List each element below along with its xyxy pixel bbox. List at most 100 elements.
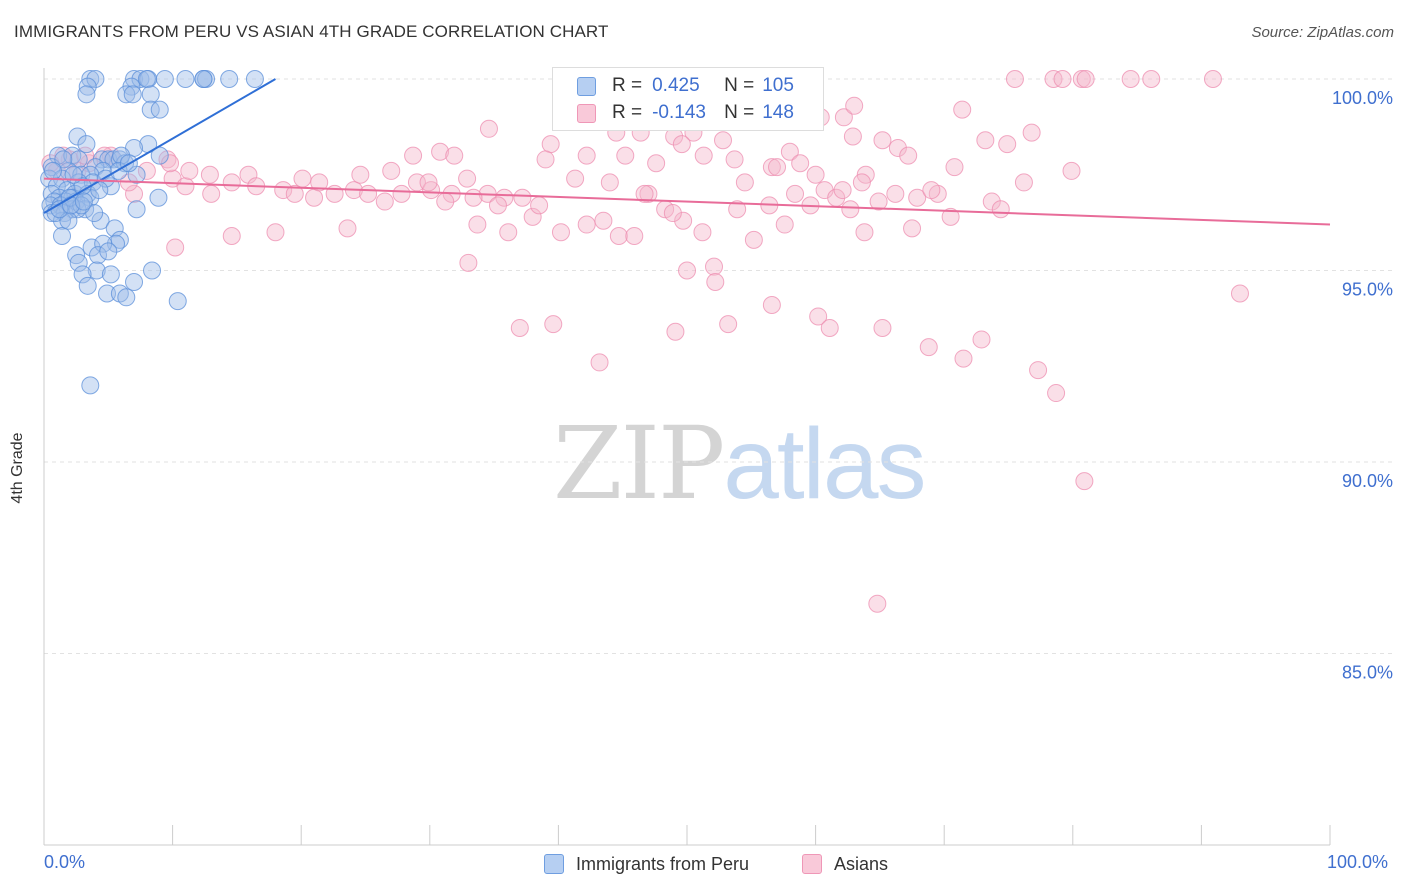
y-tick-label: 90.0% [1342, 471, 1393, 491]
asians-point [536, 150, 555, 169]
peru-point [53, 211, 72, 230]
peru-point [141, 85, 160, 104]
legend-item-peru: Immigrants from Peru [544, 852, 749, 876]
peru-point [137, 70, 156, 88]
asians-point [1072, 70, 1091, 88]
asians-point [982, 192, 1001, 211]
asians-point [351, 165, 370, 184]
asians-point [841, 200, 860, 219]
asians-point [285, 184, 304, 203]
asians-point [735, 173, 754, 192]
legend-label-asians: Asians [834, 853, 889, 874]
asians-point [1047, 384, 1066, 403]
peru-point [86, 70, 105, 88]
asians-point [869, 192, 888, 211]
legend-n-value: 148 [762, 102, 794, 123]
asians-point [1076, 70, 1095, 88]
legend-item-asians: Asians [802, 852, 888, 876]
x-tick-label-max: 100.0% [1327, 852, 1389, 872]
asians-point [404, 146, 423, 165]
peru-point [73, 265, 92, 284]
asians-point [833, 181, 852, 200]
asians-point [459, 253, 478, 272]
asians-point [600, 173, 619, 192]
asians-point [953, 100, 972, 119]
peru-trend-line [43, 78, 276, 214]
asians-point [972, 330, 991, 349]
asians-point [392, 184, 411, 203]
asians-point [775, 215, 794, 234]
asians-point [693, 223, 712, 242]
y-tick-label: 85.0% [1342, 663, 1393, 683]
asians-point [666, 322, 685, 341]
correlation-legend: R = 0.425 N = 105 R = -0.143 N = 148 [552, 67, 824, 131]
asians-point [1075, 472, 1094, 491]
asians-point [768, 158, 787, 177]
asians-point [544, 315, 563, 334]
legend-r-label: R = [612, 102, 643, 123]
asians-point [1142, 70, 1161, 88]
legend-r-value: 0.425 [652, 75, 700, 96]
asians-point [903, 219, 922, 238]
asians-point [855, 223, 874, 242]
asians-point [310, 173, 329, 192]
asians-point [523, 207, 542, 226]
asians-point [1014, 173, 1033, 192]
asians-point [594, 211, 613, 230]
asians-point [674, 211, 693, 230]
asians-point [694, 146, 713, 165]
legend-swatch-asians [577, 103, 596, 123]
peru-point [220, 70, 239, 88]
asians-point [780, 142, 799, 161]
asians-point [180, 161, 199, 180]
asians-point [541, 135, 560, 154]
asians-point [200, 165, 219, 184]
asians-point [577, 146, 596, 165]
asians-point [791, 154, 810, 173]
peru-point [89, 246, 108, 265]
peru-point [69, 253, 88, 272]
legend-n-label: N = [724, 102, 755, 123]
asians-point [530, 196, 549, 215]
asians-point [419, 173, 438, 192]
peru-point [123, 85, 142, 104]
asians-point [1230, 284, 1249, 303]
asians-point [445, 146, 464, 165]
asians-point [166, 238, 185, 257]
asians-point [577, 215, 596, 234]
peru-point [117, 85, 136, 104]
watermark-atlas: atlas [723, 408, 926, 520]
asians-point [1062, 161, 1081, 180]
y-tick-label: 95.0% [1342, 280, 1393, 300]
asians-point [488, 196, 507, 215]
asians-point [678, 261, 696, 280]
y-axis-label: 4th Grade [9, 432, 26, 504]
asians-point [945, 158, 964, 177]
asians-point [499, 223, 518, 242]
asians-point [1044, 70, 1063, 88]
x-tick-label-min: 0.0% [44, 852, 86, 872]
asians-point [762, 158, 781, 177]
peru-point [68, 127, 87, 146]
peru-point [105, 219, 124, 238]
asians-point [551, 223, 570, 242]
asians-point [464, 188, 483, 207]
asians-point [125, 184, 144, 203]
legend-row-asians: R = -0.143 N = 148 [577, 101, 794, 125]
asians-point [222, 173, 241, 192]
peru-point [53, 227, 72, 246]
asians-point [706, 272, 725, 291]
legend-r-label: R = [612, 75, 643, 96]
asians-point [991, 200, 1010, 219]
asians-point [305, 188, 324, 207]
asians-point [728, 200, 747, 219]
asians-point [868, 594, 887, 613]
asians-point [609, 227, 628, 246]
peru-point [77, 85, 96, 104]
peru-point [117, 288, 136, 307]
asians-point [873, 318, 892, 337]
watermark: ZIPatlas [553, 405, 927, 522]
peru-point [149, 188, 168, 207]
asians-point [647, 154, 666, 173]
asians-point [1005, 70, 1024, 88]
